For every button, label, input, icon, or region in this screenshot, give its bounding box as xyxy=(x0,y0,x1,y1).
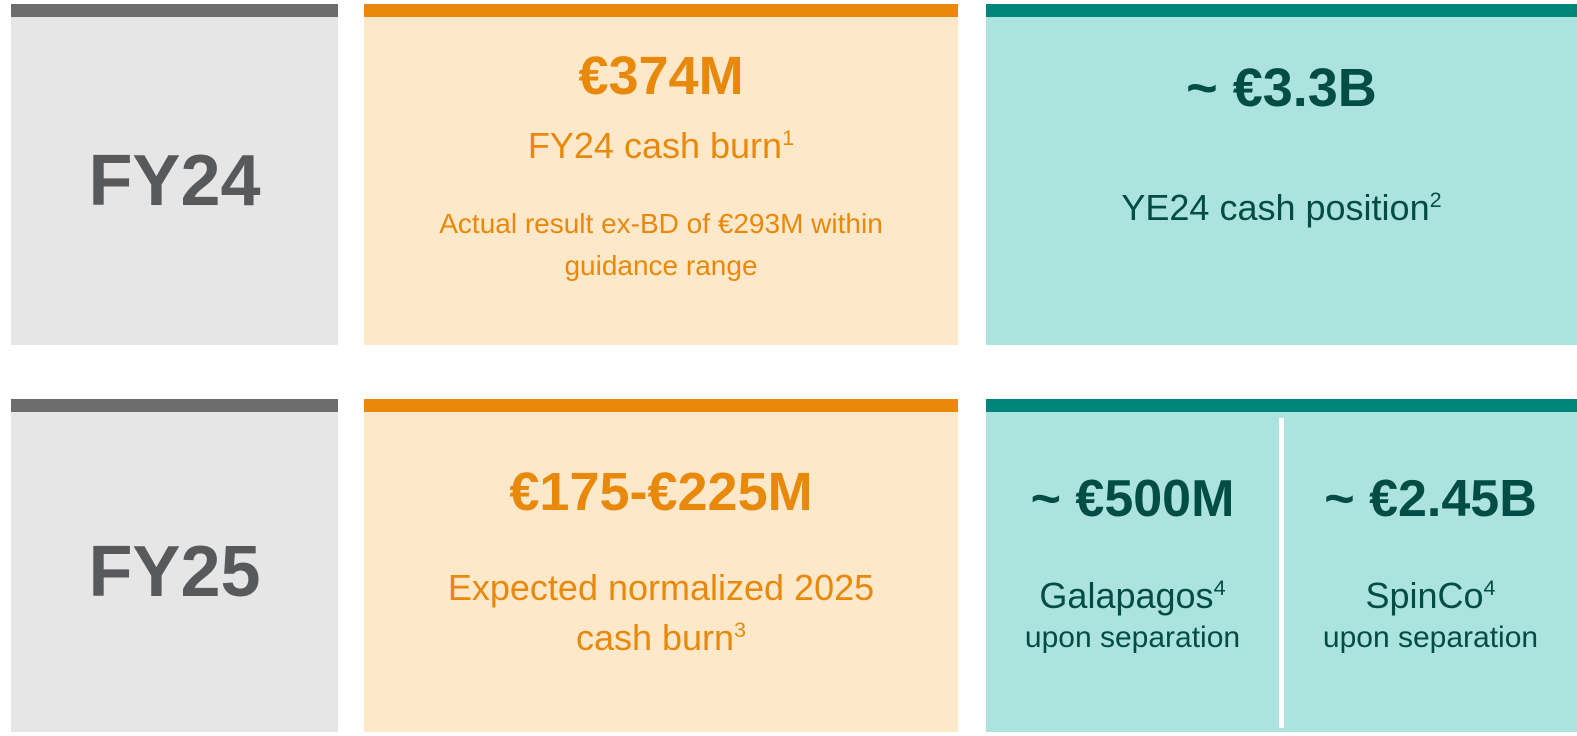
cash-item: ~ €500M Galapagos4 upon separation xyxy=(986,412,1279,732)
detail: upon separation xyxy=(1024,621,1241,654)
detail: Actual result ex-BD of €293M within guid… xyxy=(439,208,883,281)
amount: €175-€225M xyxy=(509,461,813,522)
burn-box: €175-€225M Expected normalized 2025 cash… xyxy=(364,399,958,732)
cash-box: ~ €500M Galapagos4 upon separation ~ €2.… xyxy=(986,399,1577,732)
label: SpinCo4 xyxy=(1365,575,1495,617)
period: FY25 xyxy=(88,532,261,612)
amount: ~ €2.45B xyxy=(1324,470,1537,528)
label-text: Galapagos xyxy=(1039,575,1214,616)
period: FY24 xyxy=(88,141,261,221)
footnote: 1 xyxy=(782,125,795,150)
cash-item: ~ €2.45B SpinCo4 upon separation xyxy=(1284,412,1577,732)
label-text: YE24 cash position xyxy=(1121,187,1430,228)
footnote: 4 xyxy=(1483,575,1496,600)
label-text: Expected normalized 2025 cash burn xyxy=(447,566,875,658)
divider xyxy=(1279,418,1284,728)
label: YE24 cash position2 xyxy=(1121,187,1441,229)
period-box: FY25 xyxy=(11,399,338,732)
detail: upon separation xyxy=(1322,621,1539,654)
footnote: 2 xyxy=(1429,187,1442,212)
amount: ~ €500M xyxy=(1030,470,1235,528)
label-text: SpinCo xyxy=(1365,575,1484,616)
amount: €374M xyxy=(578,46,744,106)
burn-box: €374M FY24 cash burn1 Actual result ex-B… xyxy=(364,4,958,345)
label: FY24 cash burn1 xyxy=(528,125,794,167)
period-box: FY24 xyxy=(11,4,338,345)
cash-box: ~ €3.3B YE24 cash position2 xyxy=(986,4,1577,345)
footnote: 4 xyxy=(1213,575,1226,600)
label-text: FY24 cash burn xyxy=(527,125,783,166)
label: Expected normalized 2025 cash burn3 xyxy=(411,563,911,664)
footnote: 3 xyxy=(734,617,747,642)
label: Galapagos4 xyxy=(1039,575,1225,617)
amount: ~ €3.3B xyxy=(1186,58,1377,118)
